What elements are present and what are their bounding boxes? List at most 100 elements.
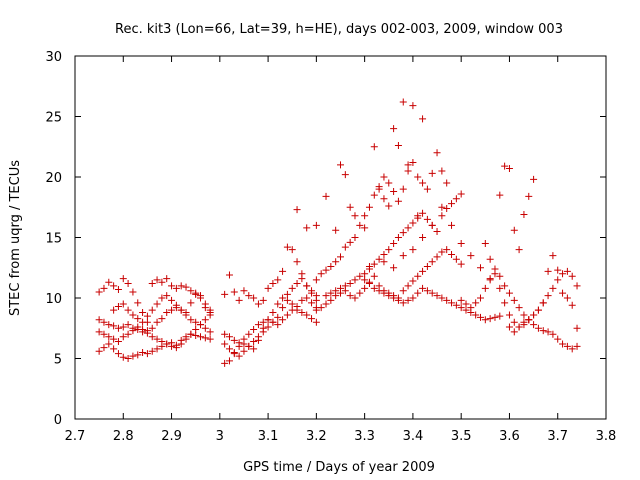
series-sat-m: [312, 246, 465, 314]
data-point: [409, 102, 417, 110]
data-point: [399, 252, 407, 260]
data-point: [394, 234, 402, 241]
data-point: [568, 345, 576, 353]
data-point: [433, 227, 441, 235]
data-point: [361, 224, 369, 232]
data-point: [520, 318, 528, 326]
data-point: [110, 345, 118, 353]
x-tick-label: 3.8: [596, 429, 617, 444]
data-point: [443, 246, 451, 254]
data-point: [114, 350, 122, 358]
data-point: [505, 311, 513, 319]
data-point: [496, 272, 504, 280]
data-point: [472, 299, 480, 307]
data-point: [308, 315, 316, 323]
data-point: [245, 292, 253, 300]
data-point: [110, 335, 118, 343]
data-point: [283, 290, 291, 298]
data-point: [298, 309, 306, 317]
data-point: [288, 284, 296, 292]
data-point: [385, 292, 393, 300]
data-point: [530, 311, 538, 319]
data-point: [370, 272, 378, 280]
data-point: [327, 263, 335, 271]
data-point: [105, 321, 113, 329]
y-tick-label: 20: [45, 171, 62, 186]
data-point: [419, 115, 427, 123]
data-point: [414, 173, 422, 181]
data-point: [114, 324, 122, 332]
data-point: [404, 224, 412, 232]
data-point: [375, 287, 383, 295]
data-point: [380, 258, 388, 266]
data-point: [274, 276, 282, 284]
data-point: [510, 328, 518, 336]
data-point: [129, 288, 137, 296]
y-tick-label: 30: [45, 50, 62, 65]
data-point: [303, 282, 311, 290]
data-point: [308, 289, 316, 297]
data-point: [201, 334, 209, 342]
data-point: [303, 311, 311, 319]
y-tick-label: 10: [45, 292, 62, 307]
data-point: [100, 330, 108, 338]
series-sat-f: [221, 275, 320, 367]
data-point: [365, 265, 373, 273]
data-point: [197, 294, 205, 302]
series-sat-g: [221, 294, 320, 347]
data-point: [554, 266, 562, 274]
data-point: [225, 271, 233, 279]
data-point: [143, 350, 151, 358]
data-point: [520, 311, 528, 319]
data-point: [399, 287, 407, 295]
data-point: [317, 270, 325, 278]
data-point: [148, 333, 156, 341]
data-point: [337, 289, 344, 297]
x-axis: 2.7 2.8 2.9 3 3.1 3.2 3.3 3.4 3.5 3.6 3.7 3.8: [65, 56, 617, 444]
data-point: [312, 306, 320, 314]
data-point: [428, 289, 436, 297]
data-point: [105, 333, 113, 341]
data-point: [312, 296, 320, 304]
data-point: [187, 316, 195, 324]
data-point: [476, 294, 484, 302]
data-point: [414, 272, 422, 280]
data-point: [240, 335, 248, 343]
data-point: [114, 286, 122, 294]
data-point: [134, 323, 142, 331]
x-tick-label: 3.2: [306, 429, 327, 444]
data-point: [259, 318, 267, 326]
data-point: [544, 328, 552, 336]
data-point: [201, 304, 209, 312]
data-point: [337, 253, 344, 261]
data-point: [269, 279, 277, 287]
data-point: [225, 357, 233, 365]
data-point: [496, 191, 504, 199]
data-point: [153, 300, 161, 308]
data-point: [505, 289, 513, 297]
y-tick-label: 5: [54, 353, 62, 368]
data-point: [148, 347, 156, 355]
data-point: [525, 316, 533, 324]
data-point: [419, 284, 427, 292]
data-point: [187, 330, 195, 338]
data-point: [293, 206, 301, 214]
data-point: [158, 338, 166, 346]
data-point: [153, 318, 161, 326]
data-point: [114, 338, 122, 346]
data-point: [510, 226, 518, 234]
data-point: [177, 306, 185, 314]
data-point: [409, 219, 417, 227]
data-point: [390, 294, 398, 302]
data-point: [563, 342, 571, 350]
data-point: [124, 355, 132, 362]
data-point: [163, 275, 171, 283]
data-point: [105, 340, 113, 348]
data-point: [143, 312, 151, 320]
data-point: [221, 359, 229, 367]
data-point: [419, 234, 427, 241]
data-point: [419, 209, 427, 217]
data-point: [221, 330, 229, 338]
data-point: [559, 289, 567, 297]
data-point: [124, 279, 132, 287]
